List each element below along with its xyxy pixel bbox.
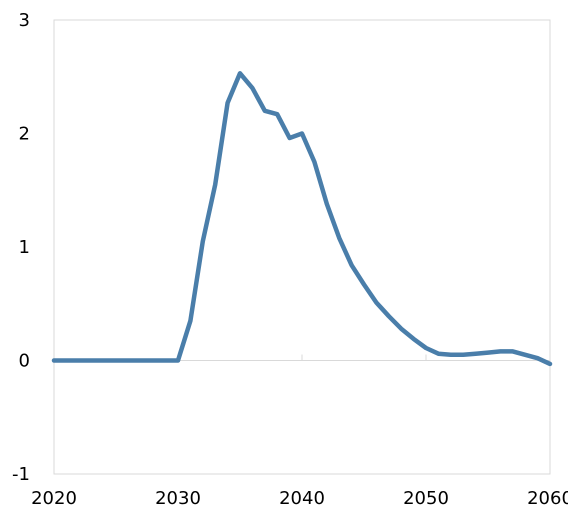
plot-area — [53, 19, 551, 475]
y-tick-label: 1 — [19, 237, 30, 258]
y-tick-label: 2 — [19, 124, 30, 145]
series-layer — [51, 71, 553, 367]
series-line — [51, 71, 553, 367]
y-tick-label: 3 — [19, 10, 30, 31]
y-tick-label: 0 — [19, 351, 30, 372]
x-tick-label: 2060 — [527, 488, 568, 509]
y-tick-label: -1 — [12, 464, 30, 485]
x-tick-label: 2020 — [31, 488, 77, 509]
x-tick-label: 2050 — [403, 488, 449, 509]
x-tick-label: 2040 — [279, 488, 325, 509]
y-axis-labels: -1 0 1 2 3 — [12, 10, 30, 485]
x-tick-label: 2030 — [155, 488, 201, 509]
x-axis-labels: 2020 2030 2040 2050 2060 — [31, 488, 568, 509]
